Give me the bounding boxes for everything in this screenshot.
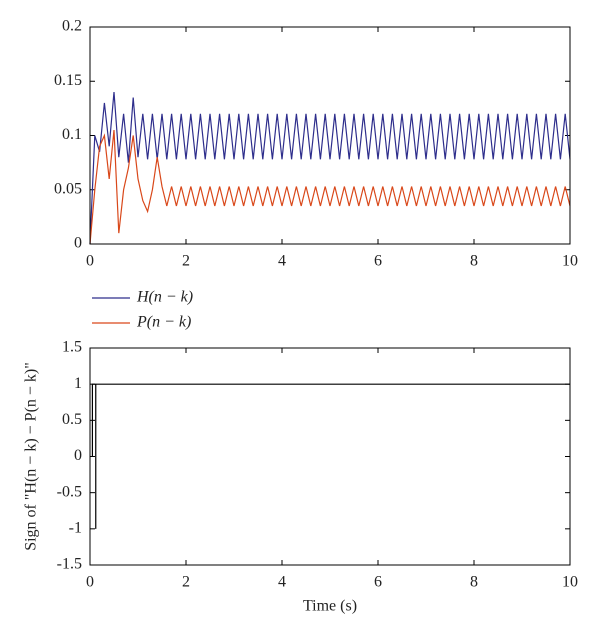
x-tick-label: 2 — [182, 574, 190, 591]
y-tick-label: -0.5 — [57, 483, 82, 500]
y-tick-label: 0.05 — [54, 180, 82, 197]
y-tick-label: 0.5 — [62, 411, 82, 428]
x-tick-label: 6 — [374, 574, 382, 591]
series-line — [91, 383, 570, 529]
x-tick-label: 4 — [278, 253, 286, 270]
y-axis-label: Sign of "H(n − k) − P(n − k)" — [23, 362, 40, 551]
y-tick-label: 0 — [74, 235, 82, 252]
legend-label: H(n − k) — [136, 289, 193, 306]
x-tick-label: 0 — [86, 253, 94, 270]
plot-frame — [89, 26, 571, 245]
y-tick-label: 0.1 — [62, 126, 82, 143]
x-tick-label: 6 — [374, 253, 382, 270]
x-tick-label: 10 — [562, 574, 578, 591]
x-tick-label: 2 — [182, 253, 190, 270]
x-tick-label: 0 — [86, 574, 94, 591]
series-line — [89, 130, 571, 245]
y-tick-label: 0 — [74, 447, 82, 464]
x-tick-label: 8 — [470, 253, 478, 270]
y-tick-label: 0.2 — [62, 18, 82, 35]
x-tick-label: 10 — [562, 253, 578, 270]
y-tick-label: -1 — [69, 520, 82, 537]
y-tick-label: 1 — [74, 375, 82, 392]
legend-label: P(n − k) — [136, 314, 191, 331]
x-axis-label: Time (s) — [303, 598, 357, 615]
y-tick-label: -1.5 — [57, 556, 82, 573]
series-line — [89, 92, 571, 245]
plot-frame — [89, 347, 571, 566]
y-tick-label: 0.15 — [54, 72, 82, 89]
x-tick-label: 4 — [278, 574, 286, 591]
x-tick-label: 8 — [470, 574, 478, 591]
y-tick-label: 1.5 — [62, 339, 82, 356]
